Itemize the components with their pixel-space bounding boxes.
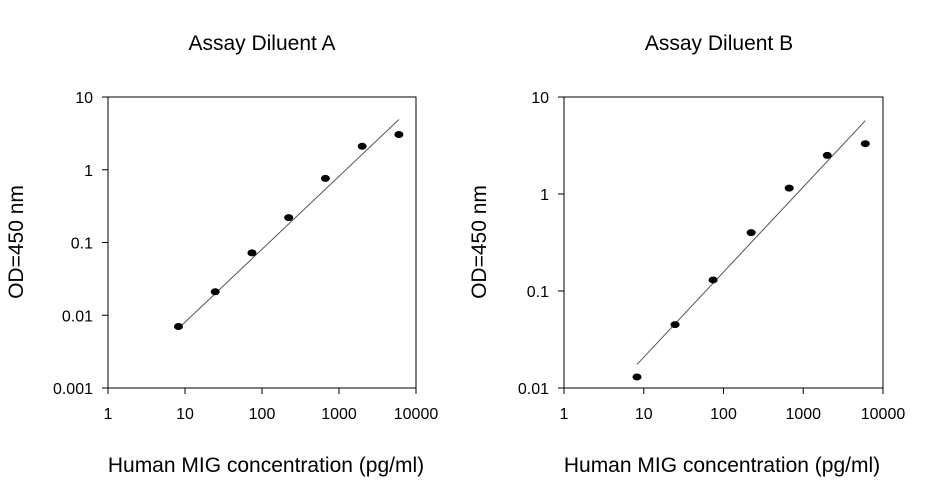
x-tick-label: 10000 <box>861 406 906 423</box>
x-tick-label: 10000 <box>394 406 439 423</box>
x-tick-label: 100 <box>249 406 276 423</box>
y-tick-label: 10 <box>75 90 93 107</box>
chart-title: Assay Diluent A <box>188 32 335 55</box>
data-points-group <box>633 140 870 380</box>
x-tick-label: 100 <box>710 406 737 423</box>
y-axis-title: OD=450 nm <box>5 185 28 299</box>
y-tick-label: 0.001 <box>53 381 93 398</box>
chart-panel-assay-diluent-a: Assay Diluent A 1 10 100 1000 10000 0.001 0.01… <box>5 32 438 477</box>
y-tick-label: 0.1 <box>527 284 549 301</box>
chart-panel-assay-diluent-b: Assay Diluent B 1 10 100 1000 10000 0.01 0.1 1 1… <box>468 32 905 477</box>
data-point <box>633 373 642 380</box>
x-axis-title: Human MIG concentration (pg/ml) <box>564 454 880 477</box>
y-tick-label: 0.01 <box>62 308 93 325</box>
y-axis-title: OD=450 nm <box>468 185 491 299</box>
y-tick-label: 1 <box>540 187 549 204</box>
plot-frame <box>564 97 883 388</box>
x-axis-title: Human MIG concentration (pg/ml) <box>108 454 424 477</box>
data-point <box>861 140 870 147</box>
axis-ticks: 1 10 100 1000 10000 0.001 0.01 0.1 1 10 <box>53 90 438 423</box>
data-point <box>247 249 256 256</box>
x-tick-label: 10 <box>176 406 194 423</box>
data-point <box>785 185 794 192</box>
data-point <box>671 321 680 328</box>
fit-line-group <box>178 120 398 329</box>
data-point <box>321 175 330 182</box>
y-tick-label: 0.01 <box>518 381 549 398</box>
data-point <box>823 152 832 159</box>
data-point <box>709 276 718 283</box>
x-tick-label: 1000 <box>785 406 821 423</box>
data-point <box>747 229 756 236</box>
y-tick-label: 0.1 <box>71 236 93 253</box>
y-tick-label: 1 <box>84 163 93 180</box>
x-tick-label: 10 <box>635 406 653 423</box>
x-tick-label: 1 <box>560 406 569 423</box>
data-point <box>394 131 403 138</box>
x-tick-label: 1000 <box>321 406 357 423</box>
data-point <box>358 143 367 150</box>
plot-frame <box>108 97 416 388</box>
chart-title: Assay Diluent B <box>645 32 793 55</box>
fit-line <box>178 120 398 329</box>
data-point <box>211 288 220 295</box>
x-tick-label: 1 <box>104 406 113 423</box>
y-tick-label: 10 <box>531 90 549 107</box>
data-point <box>174 323 183 330</box>
data-point <box>284 214 293 221</box>
